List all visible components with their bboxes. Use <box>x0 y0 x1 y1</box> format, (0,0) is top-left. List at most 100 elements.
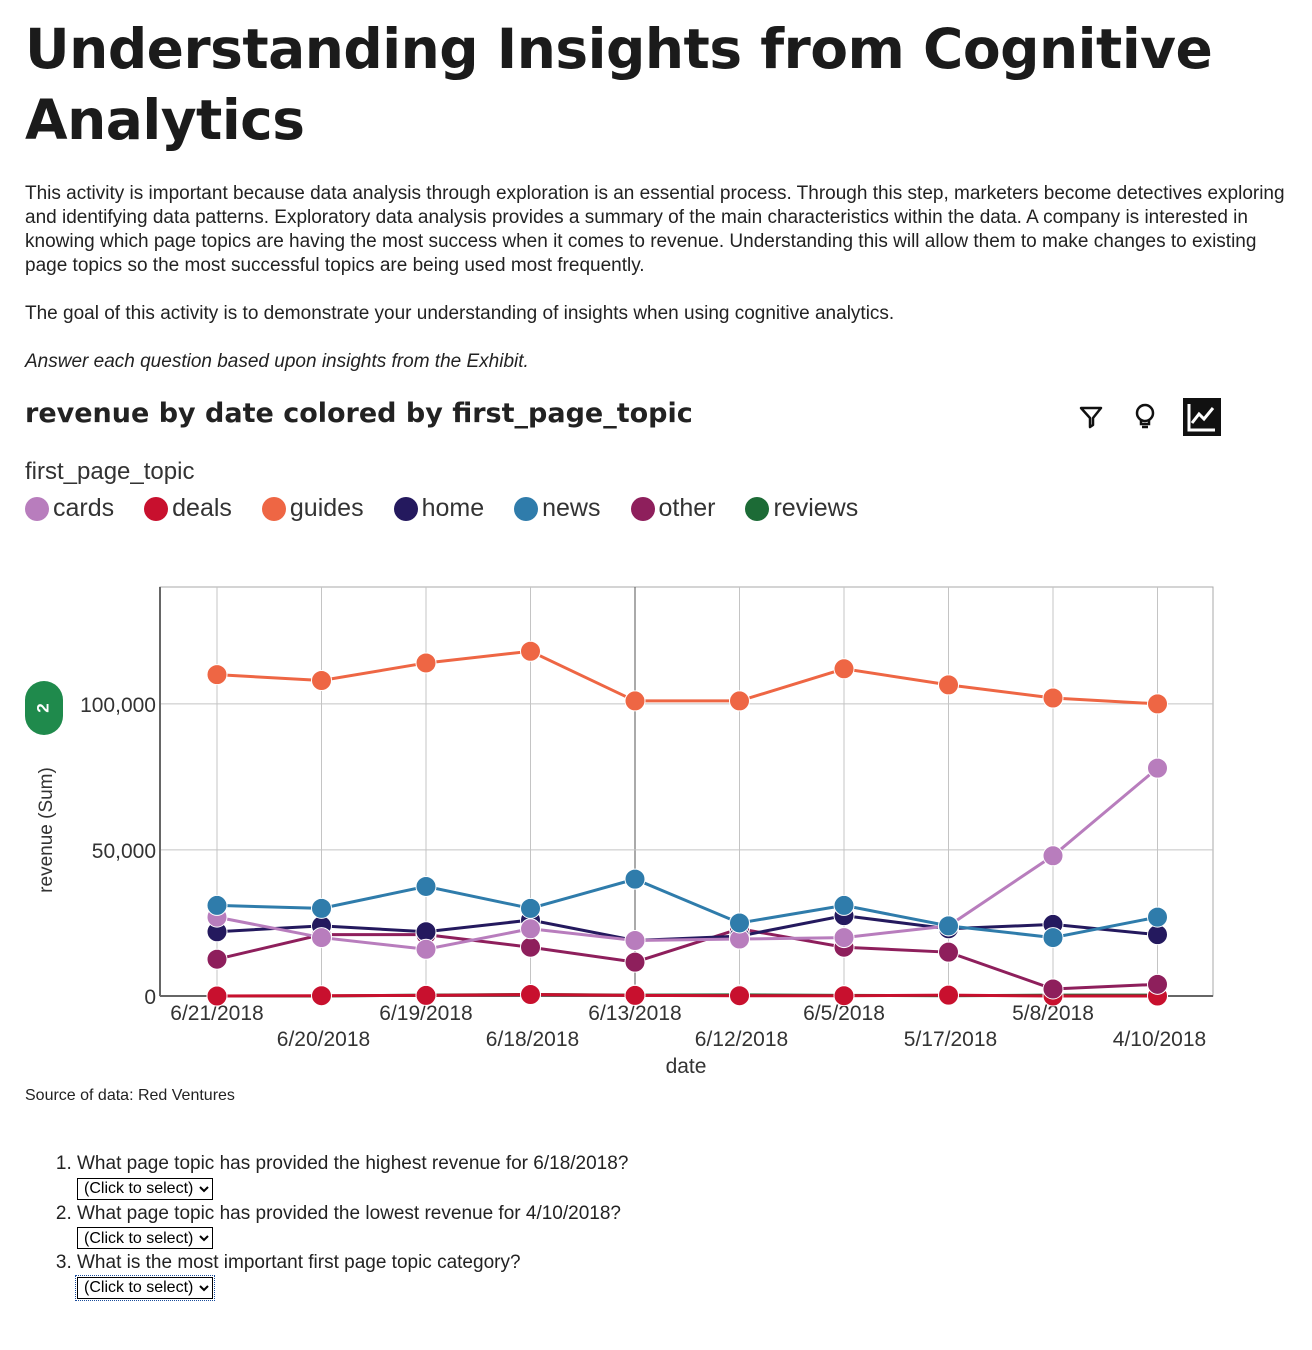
chart-icon[interactable] <box>1183 398 1221 441</box>
series-line-other <box>216 927 1158 991</box>
data-point-cards <box>1042 845 1064 867</box>
data-point-cards <box>833 927 855 949</box>
legend-label: guides <box>289 494 364 522</box>
legend-item-news[interactable]: news <box>514 494 601 523</box>
data-point-guides <box>1147 693 1168 715</box>
data-point-news <box>1147 906 1168 928</box>
series-guides <box>206 640 1168 715</box>
source-note: Source of data: Red Ventures <box>25 1087 235 1104</box>
series-news <box>206 868 1168 949</box>
series-line-cards <box>216 766 1159 951</box>
legend-swatch <box>514 496 539 521</box>
instruction-text: Answer each question based upon insights… <box>25 351 529 372</box>
data-point-home <box>415 921 437 943</box>
data-point-deals <box>311 985 332 1007</box>
answer-select-1[interactable]: (Click to select) <box>77 1177 213 1200</box>
legend-swatch <box>745 496 770 521</box>
y-tick-label: 0 <box>144 986 156 1009</box>
question-text: What page topic has provided the highest… <box>77 1153 629 1174</box>
answer-select-2[interactable]: (Click to select) <box>77 1227 213 1249</box>
x-tick-label: 5/17/2018 <box>904 1028 997 1051</box>
filter-icon[interactable] <box>1075 401 1107 438</box>
data-point-cards <box>624 929 646 951</box>
question-2: What page topic has provided the lowest … <box>77 1202 628 1252</box>
answer-select-3[interactable]: (Click to select) <box>75 1274 215 1301</box>
data-point-news <box>938 915 959 937</box>
data-point-guides <box>206 664 228 686</box>
series-deals <box>206 984 1168 1007</box>
data-point-home <box>1147 924 1168 946</box>
x-tick-label: 6/19/2018 <box>379 1002 472 1025</box>
data-point-guides <box>833 658 855 680</box>
legend-label: reviews <box>773 494 859 522</box>
series-line-deals <box>216 993 1158 998</box>
data-point-deals <box>938 984 959 1006</box>
y-axis-label: revenue (Sum) <box>36 767 57 893</box>
data-point-guides <box>938 674 959 696</box>
data-point-cards <box>520 918 541 940</box>
x-tick-label: 6/18/2018 <box>486 1028 579 1051</box>
data-point-cards <box>415 938 437 960</box>
legend-label: deals <box>172 494 232 522</box>
legend-swatch <box>393 496 418 521</box>
lightbulb-icon[interactable] <box>1129 401 1161 438</box>
legend-label: cards <box>53 494 115 522</box>
data-point-guides <box>520 640 541 662</box>
data-point-news <box>729 912 750 934</box>
chart-legend: cards deals guides home news other reviews <box>25 494 888 523</box>
y-tick-label: 50,000 <box>92 840 156 863</box>
legend-swatch <box>144 496 169 521</box>
x-tick-label: 6/13/2018 <box>588 1002 681 1025</box>
x-tick-label: 6/21/2018 <box>170 1002 263 1025</box>
count-badge[interactable]: 2 <box>25 681 63 735</box>
legend-title: first_page_topic <box>25 458 195 485</box>
legend-item-deals[interactable]: deals <box>144 494 232 523</box>
chart-title: revenue by date colored by first_page_to… <box>25 398 693 429</box>
goal-paragraph: The goal of this activity is to demonstr… <box>25 303 895 324</box>
question-3: What is the most important first page to… <box>75 1251 628 1301</box>
legend-label: other <box>658 494 716 522</box>
data-point-deals <box>624 984 646 1006</box>
question-text: What is the most important first page to… <box>77 1252 521 1273</box>
data-point-cards <box>1147 757 1168 779</box>
legend-label: home <box>421 494 485 522</box>
data-point-deals <box>206 985 228 1007</box>
x-tick-label: 4/10/2018 <box>1113 1028 1206 1051</box>
data-point-other <box>624 951 646 973</box>
data-point-news <box>311 897 332 919</box>
x-tick-label: 6/5/2018 <box>803 1002 885 1025</box>
legend-swatch <box>261 496 286 521</box>
data-point-cards <box>311 927 332 949</box>
data-point-other <box>520 936 541 958</box>
data-point-other <box>1147 973 1168 995</box>
data-point-other <box>206 948 228 970</box>
series-line-news <box>216 877 1158 940</box>
x-tick-label: 6/20/2018 <box>277 1028 370 1051</box>
legend-swatch <box>630 496 655 521</box>
series-cards <box>206 757 1168 960</box>
legend-item-home[interactable]: home <box>393 494 485 523</box>
legend-item-other[interactable]: other <box>630 494 716 523</box>
legend-item-cards[interactable]: cards <box>25 494 114 523</box>
question-list: What page topic has provided the highest… <box>35 1152 628 1301</box>
question-1: What page topic has provided the highest… <box>77 1152 628 1202</box>
y-tick-label: 100,000 <box>80 694 156 717</box>
data-point-deals <box>415 984 437 1006</box>
legend-item-guides[interactable]: guides <box>261 494 364 523</box>
data-point-guides <box>729 690 750 712</box>
data-point-guides <box>311 669 332 691</box>
page-title: Understanding Insights from Cognitive An… <box>25 17 1213 152</box>
data-point-news <box>206 894 228 916</box>
data-point-deals <box>520 984 541 1006</box>
data-point-other <box>938 941 959 963</box>
data-point-guides <box>415 652 437 674</box>
x-tick-label: 6/12/2018 <box>695 1028 788 1051</box>
line-chart: 6/21/2018 6/20/2018 6/19/2018 6/18/2018 6/13… <box>36 586 1214 1078</box>
data-point-news <box>1042 927 1064 949</box>
data-point-news <box>415 875 437 897</box>
data-point-guides <box>624 690 646 712</box>
question-text: What page topic has provided the lowest … <box>77 1202 621 1224</box>
series-line-guides <box>216 649 1158 706</box>
data-point-news <box>520 897 541 919</box>
legend-item-reviews[interactable]: reviews <box>745 494 858 523</box>
